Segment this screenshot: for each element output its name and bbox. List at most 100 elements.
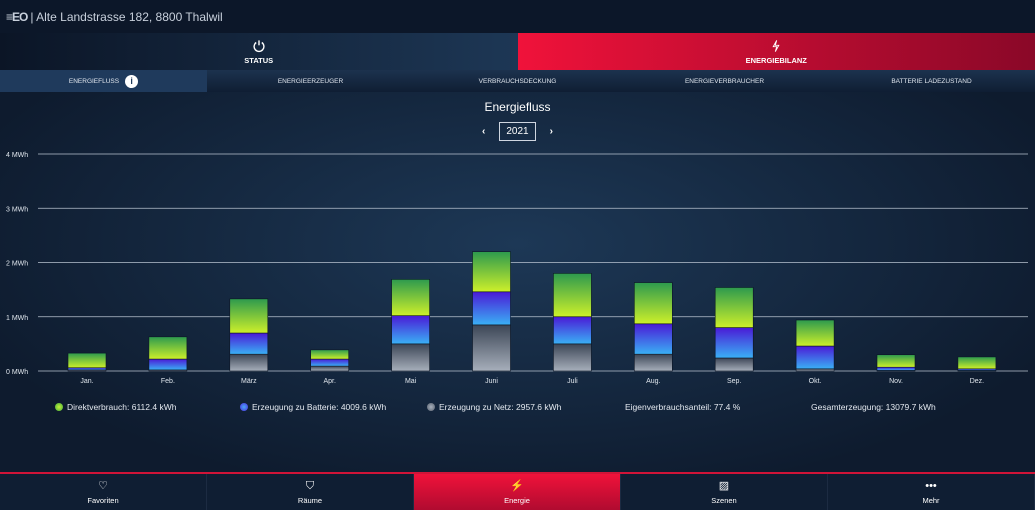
prev-year-button[interactable]: ‹: [482, 126, 486, 137]
bar-segment-grid: [310, 365, 350, 372]
bar-segment-grid: [472, 324, 511, 372]
sub-tabs: ENERGIEFLUSS i ENERGIEERZEUGER VERBRAUCHS…: [0, 70, 1035, 92]
total-generation: Gesamterzeugung: 13079.7 kWh: [811, 402, 936, 412]
bar-segment-direct: [714, 287, 754, 328]
legend-battery: Erzeugung zu Batterie: 4009.6 kWh: [240, 402, 386, 412]
energy-flow-panel: Energiefluss ‹ 2021 › 0 MWh 1 MWh 2 MWh 3 M…: [0, 92, 1035, 472]
bar-segment-battery: [633, 323, 673, 355]
bar-segment-grid: [633, 353, 673, 372]
nav-label: Mehr: [922, 495, 940, 505]
bar-segment-battery: [67, 367, 107, 371]
subtab-label: ENERGIEFLUSS: [68, 77, 120, 85]
main-tabs: STATUS ENERGIEBILANZ: [0, 33, 1035, 70]
x-tick-label: Dez.: [970, 378, 984, 385]
subtab-verbrauchsdeckung[interactable]: VERBRAUCHSDECKUNG: [414, 70, 621, 92]
bar-segment-direct: [148, 336, 188, 360]
x-tick-label: Juni: [485, 378, 498, 385]
chart-title: Energiefluss: [484, 100, 551, 114]
x-tick-label: Okt.: [809, 378, 822, 385]
bar-segment-grid: [795, 368, 835, 372]
bar-segment-direct: [957, 356, 997, 370]
y-tick-label: 3 MWh: [6, 206, 28, 213]
x-tick-label: Mai: [405, 378, 417, 385]
bar-segment-battery: [876, 366, 916, 371]
lightning-icon: [772, 39, 780, 52]
y-tick-label: 2 MWh: [6, 261, 28, 268]
x-tick-label: Jan.: [80, 378, 93, 385]
bar-segment-direct: [310, 349, 350, 360]
bar-segment-grid: [391, 343, 430, 372]
subtab-label: ENERGIEVERBRAUCHER: [684, 77, 765, 85]
tab-energiebilanz[interactable]: ENERGIEBILANZ: [517, 33, 1035, 70]
bar-segment-battery: [553, 316, 592, 345]
bar-segment-grid: [714, 357, 754, 372]
energy-chart: 0 MWh 1 MWh 2 MWh 3 MWh 4 MWh Jan. Feb. März Apr…: [6, 152, 1028, 385]
legend-label: Gesamterzeugung: 13079.7 kWh: [811, 402, 936, 412]
bar-segment-direct: [633, 282, 673, 325]
nav-szenen[interactable]: ▨ Szenen: [621, 474, 828, 510]
nav-mehr[interactable]: ••• Mehr: [828, 474, 1035, 510]
subtab-batterie-ladezustand[interactable]: BATTERIE LADEZUSTAND: [828, 70, 1035, 92]
tab-label: ENERGIEBILANZ: [745, 55, 807, 65]
subtab-energieverbraucher[interactable]: ENERGIEVERBRAUCHER: [621, 70, 828, 92]
image-icon: ▨: [718, 479, 730, 492]
subtab-label: VERBRAUCHSDECKUNG: [478, 77, 557, 85]
x-tick-label: März: [241, 378, 257, 385]
nav-label: Favoriten: [87, 495, 119, 505]
next-year-button[interactable]: ›: [549, 126, 553, 137]
legend-dot: [427, 403, 435, 411]
legend-label: Eigenverbrauchsanteil: 77.4 %: [625, 402, 741, 412]
bar-segment-battery: [795, 345, 835, 370]
bar-segment-battery: [229, 332, 269, 355]
x-tick-label: Aug.: [646, 378, 660, 385]
energy-icon: ⚡: [510, 479, 524, 492]
legend-label: Direktverbrauch: 6112.4 kWh: [67, 402, 177, 412]
info-icon[interactable]: i: [125, 74, 139, 88]
bottom-nav: ♡ Favoriten ⛉ Räume ⚡ Energie ▨ Szenen ••• Me…: [0, 472, 1035, 510]
legend-grid: Erzeugung zu Netz: 2957.6 kWh: [427, 402, 561, 412]
legend-label: Erzeugung zu Netz: 2957.6 kWh: [439, 402, 562, 412]
bar-segment-direct: [391, 279, 430, 316]
nav-energie[interactable]: ⚡ Energie: [414, 474, 621, 510]
year-navigator: ‹ 2021 ›: [0, 122, 1035, 141]
y-tick-label: 4 MWh: [6, 152, 28, 159]
x-tick-label: Nov.: [889, 378, 903, 385]
bar-segment-direct: [553, 273, 592, 318]
bar-segment-grid: [553, 343, 592, 372]
y-tick-label: 0 MWh: [6, 369, 28, 376]
subtab-label: ENERGIEERZEUGER: [277, 77, 344, 85]
nav-raeume[interactable]: ⛉ Räume: [207, 474, 414, 510]
nav-label: Szenen: [711, 495, 737, 505]
x-tick-label: Apr.: [323, 378, 336, 385]
bar-segment-battery: [714, 327, 754, 359]
year-display[interactable]: 2021: [499, 122, 536, 141]
heart-icon: ♡: [98, 479, 108, 492]
top-bar: ≡EO | Alte Landstrasse 182, 8800 Thalwil: [0, 0, 1035, 33]
bar-segment-direct: [472, 251, 511, 293]
bar-segment-direct: [795, 319, 835, 347]
legend-label: Erzeugung zu Batterie: 4009.6 kWh: [252, 402, 387, 412]
nav-label: Räume: [297, 495, 323, 505]
bar-segment-battery: [472, 291, 511, 326]
self-consumption-share: Eigenverbrauchsanteil: 77.4 %: [625, 402, 740, 412]
x-tick-label: Juli: [567, 378, 578, 385]
bar-segment-grid: [229, 353, 269, 372]
shield-icon: ⛉: [305, 479, 315, 492]
address: | Alte Landstrasse 182, 8800 Thalwil: [30, 9, 223, 24]
subtab-label: BATTERIE LADEZUSTAND: [891, 77, 972, 85]
subtab-energiefluss[interactable]: ENERGIEFLUSS i: [0, 70, 207, 92]
nav-label: Energie: [504, 495, 530, 505]
legend-dot: [55, 403, 63, 411]
x-tick-label: Sep.: [727, 378, 741, 385]
subtab-energieerzeuger[interactable]: ENERGIEERZEUGER: [207, 70, 414, 92]
bar-segment-battery: [391, 315, 430, 345]
more-icon: •••: [925, 479, 937, 492]
bar-segment-direct: [229, 298, 269, 334]
power-icon: [253, 39, 265, 52]
logo: ≡EO: [6, 9, 28, 24]
tab-status[interactable]: STATUS: [0, 33, 518, 70]
bar-segment-battery: [310, 358, 350, 367]
bar-segment-direct: [876, 354, 916, 368]
y-tick-label: 1 MWh: [6, 315, 28, 322]
nav-favoriten[interactable]: ♡ Favoriten: [0, 474, 207, 510]
